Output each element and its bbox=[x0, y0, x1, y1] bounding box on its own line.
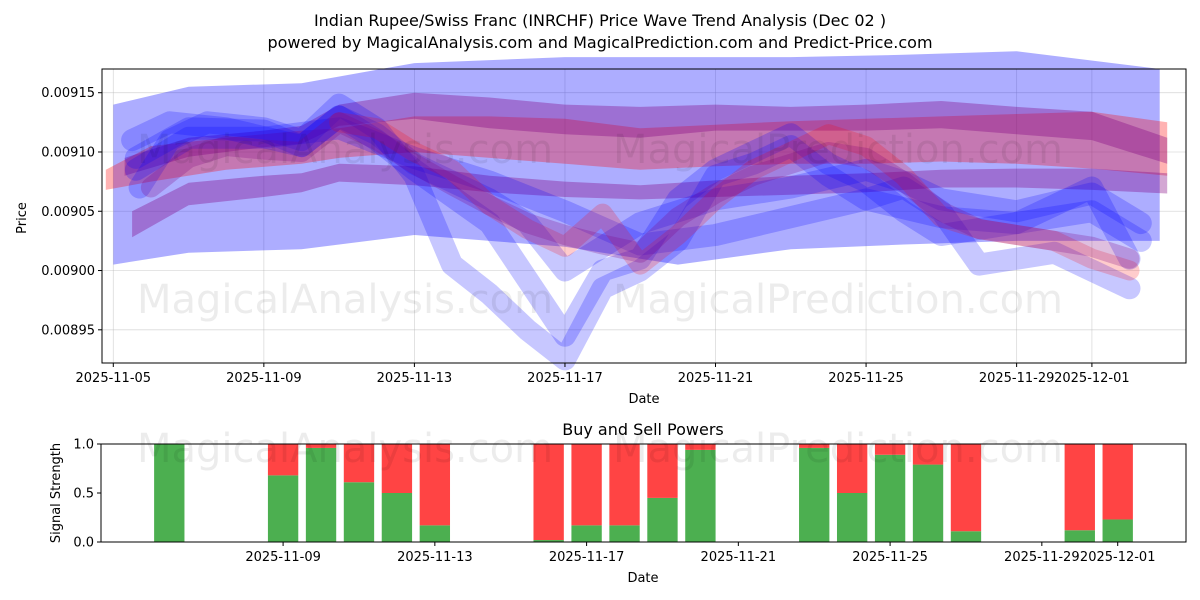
buy-bar bbox=[609, 525, 640, 542]
price-grid bbox=[102, 69, 1186, 363]
price-wave-line-red bbox=[329, 112, 1140, 281]
sell-bar bbox=[799, 444, 830, 448]
sell-bar bbox=[343, 444, 375, 483]
price-wave-line-blue bbox=[124, 105, 1152, 282]
buy-bar bbox=[1064, 530, 1095, 542]
buy-bar bbox=[799, 447, 830, 542]
buy-bar bbox=[685, 449, 716, 542]
price-xtick-label: 2025-11-13 bbox=[377, 371, 453, 386]
price-panel: MagicalAnalysis.com MagicalPrediction.co… bbox=[15, 51, 1187, 407]
price-plot-frame bbox=[101, 68, 1187, 364]
signal-ytick-label: 0.0 bbox=[73, 536, 94, 551]
chart-title-line1: Indian Rupee/Swiss Franc (INRCHF) Price … bbox=[314, 11, 886, 30]
sell-bar bbox=[912, 444, 944, 465]
price-xtick-label: 2025-11-29 bbox=[979, 371, 1055, 386]
watermark-prediction-mid: MagicalPrediction.com bbox=[613, 277, 1063, 323]
sell-bar bbox=[305, 444, 337, 448]
price-waves bbox=[105, 51, 1168, 371]
signal-xtick-label: 2025-11-09 bbox=[245, 550, 321, 565]
sell-bar bbox=[1064, 444, 1095, 531]
buy-bar bbox=[571, 525, 602, 542]
signal-xtick-label: 2025-11-25 bbox=[852, 550, 928, 565]
buy-bar bbox=[647, 497, 678, 542]
buy-bar bbox=[305, 447, 337, 542]
watermark-analysis-mid: MagicalAnalysis.com bbox=[137, 277, 553, 323]
watermark-prediction-top: MagicalPrediction.com bbox=[613, 127, 1063, 173]
sell-bar bbox=[836, 444, 868, 493]
buy-bar bbox=[533, 540, 564, 542]
price-xtick-label: 2025-11-21 bbox=[678, 371, 754, 386]
sell-bar bbox=[381, 444, 413, 493]
price-xtick-label: 2025-11-05 bbox=[76, 371, 152, 386]
price-ytick-label: 0.00905 bbox=[41, 205, 95, 220]
price-wave-line-purple bbox=[140, 112, 1140, 269]
sell-bar bbox=[950, 444, 982, 532]
sell-bar bbox=[533, 444, 564, 541]
signal-xtick-label: 2025-11-13 bbox=[397, 550, 473, 565]
watermark-analysis-top: MagicalAnalysis.com bbox=[137, 127, 553, 173]
price-wave-line-blue bbox=[128, 93, 1141, 371]
buy-bar bbox=[912, 464, 944, 542]
buy-bar bbox=[267, 475, 299, 542]
price-wave-line-blue bbox=[124, 117, 1152, 256]
buy-bar bbox=[154, 444, 185, 542]
signal-ytick-label: 0.5 bbox=[73, 487, 94, 502]
signal-bars bbox=[154, 444, 1133, 542]
buy-bar bbox=[1102, 519, 1133, 542]
watermark-prediction-bottom: MagicalPrediction.com bbox=[613, 426, 1063, 472]
price-band-red-wave-upper bbox=[105, 111, 1168, 190]
sell-bar bbox=[647, 444, 678, 498]
price-band-purple-wave-lower bbox=[132, 163, 1168, 238]
price-ytick-label: 0.00895 bbox=[41, 323, 95, 338]
buy-bar bbox=[836, 493, 868, 542]
price-xtick-label: 2025-11-09 bbox=[226, 371, 302, 386]
signal-xtick-label: 2025-12-01 bbox=[1080, 550, 1156, 565]
price-xlabel: Date bbox=[628, 392, 659, 407]
sell-bar bbox=[1102, 444, 1133, 520]
buy-bar bbox=[874, 454, 906, 542]
sell-bar bbox=[571, 444, 602, 526]
sell-bar bbox=[685, 444, 716, 450]
price-ytick-label: 0.00900 bbox=[41, 264, 95, 279]
buy-bar bbox=[381, 493, 413, 542]
signal-xtick-label: 2025-11-29 bbox=[1004, 550, 1080, 565]
signal-xtick-label: 2025-11-17 bbox=[549, 550, 625, 565]
price-xtick-label: 2025-11-25 bbox=[828, 371, 904, 386]
price-ytick-label: 0.00915 bbox=[41, 86, 95, 101]
signal-panel: Buy and Sell Powers MagicalAnalysis.com … bbox=[49, 420, 1187, 586]
price-axes: 0.00895 0.00900 0.00905 0.00910 0.00915 2025-… bbox=[41, 86, 1129, 386]
buy-bar bbox=[950, 531, 982, 542]
signal-axes: 0.0 0.5 1.0 2025-11-09 2025-11-13 2025-11-17 2… bbox=[73, 438, 1155, 566]
sell-bar bbox=[609, 444, 640, 526]
signal-title: Buy and Sell Powers bbox=[562, 420, 724, 439]
sell-bar bbox=[874, 444, 906, 455]
price-band-blue-envelope bbox=[113, 51, 1160, 265]
price-ytick-label: 0.00910 bbox=[41, 145, 95, 160]
price-wave-line-blue bbox=[121, 105, 1141, 347]
buy-bar bbox=[419, 525, 451, 542]
sell-bar bbox=[267, 444, 299, 476]
signal-xlabel: Date bbox=[627, 571, 658, 586]
buy-bar bbox=[343, 482, 375, 542]
signal-ylabel: Signal Strength bbox=[49, 443, 64, 543]
sell-bar bbox=[419, 444, 451, 526]
watermark-analysis-bottom: MagicalAnalysis.com bbox=[137, 426, 553, 472]
price-ylabel: Price bbox=[15, 202, 30, 234]
price-band-purple-wave-upper bbox=[124, 92, 1168, 176]
signal-xtick-label: 2025-11-21 bbox=[701, 550, 777, 565]
chart-title-line2: powered by MagicalAnalysis.com and Magic… bbox=[267, 33, 932, 52]
price-xtick-label: 2025-12-01 bbox=[1054, 371, 1130, 386]
price-xtick-label: 2025-11-17 bbox=[527, 371, 603, 386]
signal-ytick-label: 1.0 bbox=[73, 438, 94, 453]
